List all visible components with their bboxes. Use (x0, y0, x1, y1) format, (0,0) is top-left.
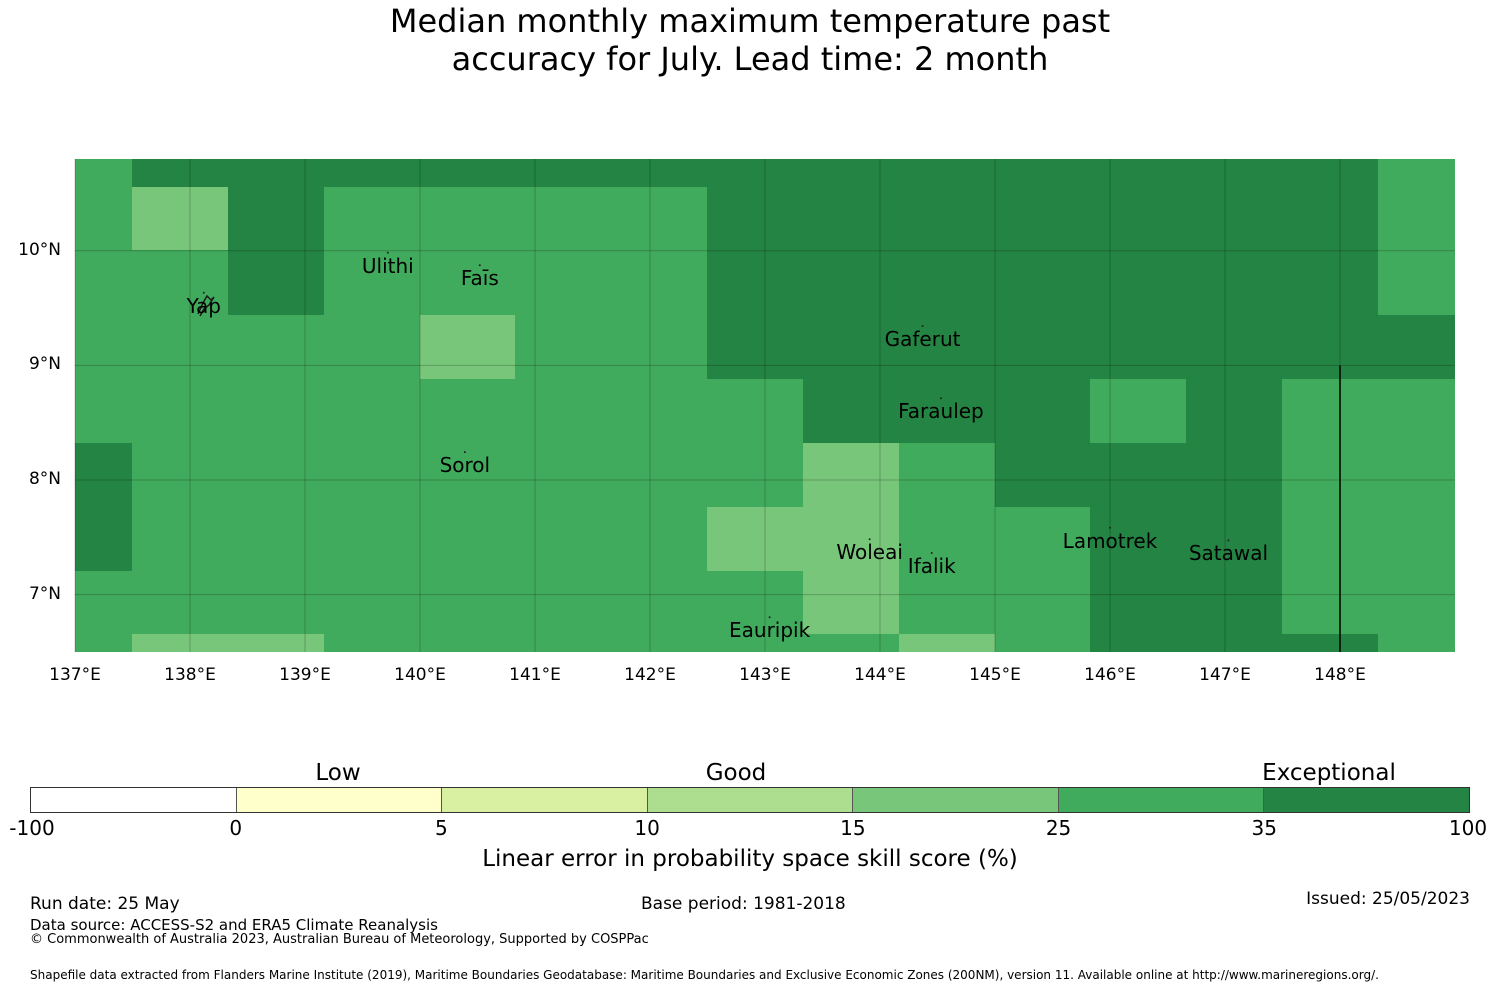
colorbar-tick-label: 10 (634, 816, 660, 840)
skill-cells (75, 159, 1455, 652)
place-label: Yap (186, 293, 222, 318)
yap-island-outline (197, 294, 215, 317)
legend-category-good: Good (705, 760, 767, 786)
longitude-tick-label: 141°E (509, 665, 561, 685)
colorbar-tick-label: 0 (229, 816, 243, 840)
island-marker (768, 616, 771, 619)
place-label: Sorol (439, 453, 491, 478)
island-marker (478, 264, 481, 267)
legend-category-exceptional: Exceptional (1262, 760, 1396, 786)
colorbar-label: Linear error in probability space skill … (482, 846, 1018, 872)
skill-cell (803, 443, 899, 634)
chart-title: Median monthly maximum temperature past … (0, 2, 1500, 78)
skill-cell (1378, 315, 1455, 379)
colorbar (30, 787, 1470, 813)
island-marker (463, 451, 466, 454)
skill-map (74, 159, 1455, 652)
colorbar-segment (1058, 788, 1265, 812)
island-marker (930, 552, 933, 555)
legend-category-low: Low (315, 760, 361, 786)
island-marker (202, 291, 205, 294)
island-marker (386, 251, 389, 254)
copyright: © Commonwealth of Australia 2023, Austra… (30, 932, 649, 947)
place-label: Lamotrek (1062, 528, 1158, 553)
colorbar-tick-label: 15 (840, 816, 866, 840)
colorbar-segment (647, 788, 854, 812)
colorbar-segment (31, 788, 237, 812)
colorbar-segment (236, 788, 443, 812)
place-label: Gaferut (884, 327, 961, 351)
place-label: Ulithi (361, 253, 414, 278)
place-label: Faīs (460, 266, 499, 291)
latitude-tick-label: 7°N (28, 583, 61, 604)
skill-cell (707, 187, 1378, 379)
data-source: Data source: ACCESS-S2 and ERA5 Climate … (30, 916, 438, 934)
colorbar-segment (442, 788, 648, 812)
skill-cell (1090, 634, 1378, 652)
island-marker (868, 538, 871, 541)
run-date: Run date: 25 May (30, 894, 180, 914)
island-marker (939, 397, 942, 400)
longitude-tick-label: 143°E (739, 665, 791, 685)
latitude-tick-label: 9°N (28, 354, 61, 375)
place-label: Satawal (1188, 541, 1269, 566)
longitude-tick-label: 142°E (624, 665, 676, 685)
longitude-tick-label: 147°E (1199, 665, 1251, 685)
longitude-tick-label: 137°E (49, 665, 101, 685)
skill-cell (899, 634, 995, 652)
skill-cell (1090, 507, 1282, 634)
shapefile-credit: Shapefile data extracted from Flanders M… (30, 968, 1379, 982)
skill-cell (707, 507, 803, 571)
longitude-tick-label: 146°E (1084, 665, 1136, 685)
title-line-1: Median monthly maximum temperature past (389, 2, 1111, 40)
longitude-tick-label: 148°E (1314, 665, 1366, 685)
skill-cell (75, 443, 132, 571)
colorbar-segment (1264, 788, 1470, 812)
colorbar-tick-label: 25 (1045, 816, 1072, 840)
title-line-2: accuracy for July. Lead time: 2 month (451, 40, 1049, 78)
skill-cell (132, 159, 1378, 187)
island-marker (921, 325, 924, 328)
maritime-boundary (197, 251, 1341, 652)
place-label: Eauripik (729, 618, 811, 643)
colorbar-tick-label: 35 (1251, 816, 1278, 840)
skill-cell (228, 187, 324, 315)
skill-cell (995, 443, 1282, 507)
place-label: Woleai (836, 540, 903, 565)
issued-date: Issued: 25/05/2023 (1306, 889, 1470, 909)
colorbar-tick-label: -100 (9, 816, 55, 840)
colorbar-tick-label: 5 (435, 816, 448, 840)
skill-cell (1090, 379, 1186, 443)
base-period: Base period: 1981-2018 (641, 894, 846, 914)
colorbar-tick-label: 100 (1448, 816, 1488, 840)
island-marker (1109, 526, 1111, 529)
longitude-tick-label: 145°E (969, 665, 1021, 685)
longitude-tick-label: 139°E (279, 665, 331, 685)
colorbar-segment (853, 788, 1059, 812)
place-label: Ifalik (907, 554, 956, 578)
place-label: Faraulep (898, 399, 984, 424)
skill-cell (132, 187, 228, 250)
island-marker (1227, 539, 1230, 542)
longitude-tick-label: 138°E (164, 665, 216, 685)
skill-cell (132, 634, 324, 652)
skill-cell (803, 379, 1282, 443)
longitude-tick-label: 144°E (854, 665, 906, 685)
skill-cell (420, 315, 515, 379)
longitude-tick-label: 140°E (394, 665, 446, 685)
latitude-tick-label: 8°N (28, 469, 61, 490)
latitude-tick-label: 10°N (18, 239, 61, 260)
